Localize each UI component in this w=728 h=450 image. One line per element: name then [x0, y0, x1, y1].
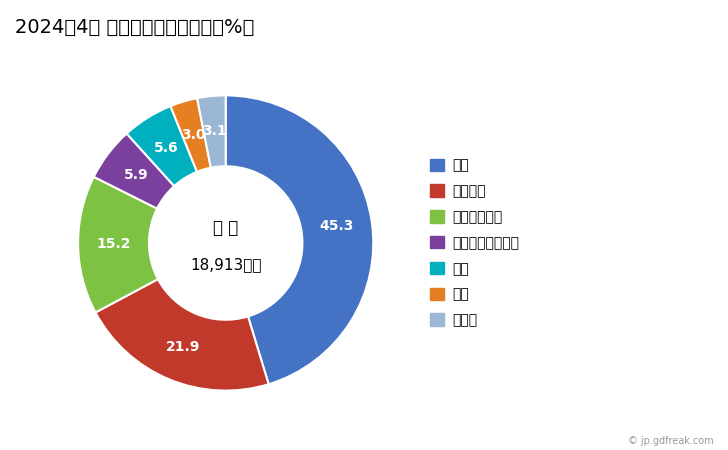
Text: 21.9: 21.9: [165, 340, 200, 354]
Wedge shape: [197, 95, 226, 168]
Text: 5.9: 5.9: [124, 168, 149, 182]
Wedge shape: [170, 98, 211, 172]
Legend: 韓国, ベトナム, シンガポール, ニュージーランド, 中国, 香港, その他: 韓国, ベトナム, シンガポール, ニュージーランド, 中国, 香港, その他: [424, 153, 525, 333]
Wedge shape: [127, 106, 197, 186]
Text: 5.6: 5.6: [154, 141, 178, 155]
Text: 45.3: 45.3: [320, 220, 354, 234]
Wedge shape: [94, 134, 174, 209]
Text: 3.1: 3.1: [202, 124, 227, 138]
Text: 2024年4月 輸出相手国のシェア（%）: 2024年4月 輸出相手国のシェア（%）: [15, 18, 254, 37]
Text: 18,913万円: 18,913万円: [190, 258, 261, 273]
Text: © jp.gdfreak.com: © jp.gdfreak.com: [628, 436, 713, 446]
Text: 総 額: 総 額: [213, 219, 238, 237]
Wedge shape: [226, 95, 373, 384]
Text: 3.0: 3.0: [181, 129, 206, 143]
Text: 15.2: 15.2: [96, 238, 131, 252]
Wedge shape: [95, 279, 269, 391]
Wedge shape: [78, 177, 158, 312]
